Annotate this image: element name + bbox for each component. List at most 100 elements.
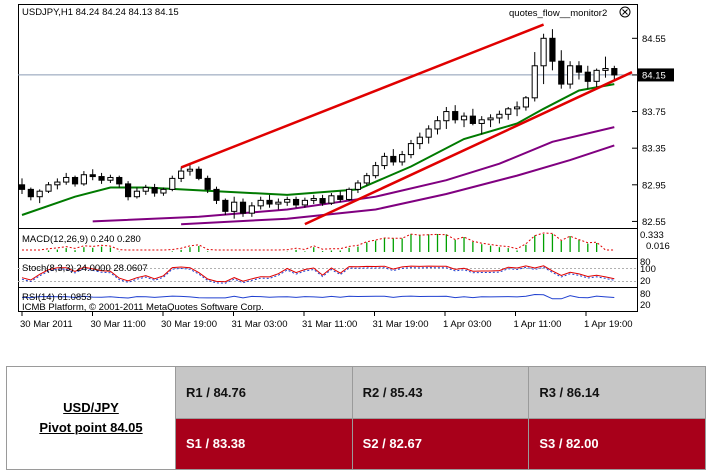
macd-label: MACD(12,26,9) 0.240 0.280 <box>22 234 141 245</box>
candle-body <box>372 165 379 177</box>
candle-body <box>522 97 530 108</box>
candle-body <box>425 128 432 138</box>
stoch-main-line <box>21 265 615 283</box>
candle-body <box>98 176 105 181</box>
candle-body <box>45 184 52 192</box>
candle-body <box>142 187 149 192</box>
time-tick-label: 31 Mar 03:00 <box>232 319 288 330</box>
candle-body <box>89 174 96 178</box>
candle-body <box>505 108 512 115</box>
candle-body <box>584 71 591 82</box>
candle-body <box>443 111 450 122</box>
candle-body <box>248 205 255 214</box>
candle-body <box>71 176 79 185</box>
trendline <box>180 23 545 169</box>
candle-body <box>54 181 61 186</box>
rsi-line <box>21 293 615 300</box>
rsi-label: RSI(14) 61.0853 <box>22 292 92 303</box>
current-price-label: 84.15 <box>642 70 666 81</box>
candle-body <box>452 111 459 121</box>
rsi-level-80-label: 80 <box>640 289 651 300</box>
candle-body <box>381 155 388 167</box>
candle-body <box>80 174 87 185</box>
candle-body <box>222 199 229 212</box>
indicator-name: quotes_flow__monitor2 <box>509 8 607 19</box>
candle-body <box>257 199 264 207</box>
candle-body <box>204 177 211 190</box>
time-tick-label: 1 Apr 11:00 <box>514 319 562 330</box>
candle-body <box>292 198 300 206</box>
candle-body <box>310 198 317 201</box>
candles <box>18 29 618 219</box>
candle-body <box>266 199 273 205</box>
stoch-level-20-label: 20 <box>640 276 651 287</box>
pair-cell: USD/JPY Pivot point 84.05 <box>6 366 176 470</box>
candle-body <box>319 198 326 204</box>
resistance-r3: R3 / 86.14 <box>528 366 706 419</box>
price-tick-label: 82.55 <box>642 217 666 228</box>
candle-body <box>116 176 123 185</box>
stoch-signal-line <box>21 266 615 284</box>
candle-body <box>549 37 556 62</box>
time-tick-label: 30 Mar 19:00 <box>161 319 217 330</box>
candle-body <box>390 155 397 163</box>
candle-body <box>434 120 441 130</box>
candle-body <box>133 190 141 198</box>
pivot-table: USD/JPY Pivot point 84.05 R1 / 84.76 R2 … <box>6 366 706 470</box>
candle-body <box>328 195 335 204</box>
support-s1: S1 / 83.38 <box>175 417 353 470</box>
resistance-r2: R2 / 85.43 <box>351 366 530 419</box>
candle-body <box>416 136 423 145</box>
macd-signal-line <box>22 232 615 251</box>
candle-body <box>407 143 415 156</box>
time-tick-label: 31 Mar 11:00 <box>302 319 357 330</box>
stoch-label: Stoch(8,3,3) 24.0000 28.0607 <box>22 263 148 274</box>
time-tick-label: 30 Mar 2011 <box>20 319 73 330</box>
candle-body <box>239 201 247 214</box>
candle-body <box>337 195 344 200</box>
macd-histogram <box>47 234 598 252</box>
candle-body <box>478 119 485 124</box>
candle-body <box>611 68 618 76</box>
candle-body <box>36 190 43 198</box>
candle-body <box>27 188 34 198</box>
time-tick-label: 1 Apr 03:00 <box>443 319 492 330</box>
support-s2: S2 / 82.67 <box>351 417 530 470</box>
candle-body <box>575 65 583 73</box>
macd-min-label: 0.016 <box>646 241 670 252</box>
candle-body <box>593 69 600 82</box>
macd-max-label: 0.333 <box>640 230 664 241</box>
candle-body <box>195 168 202 179</box>
price-tick-label: 83.75 <box>642 107 666 118</box>
candle-body <box>160 188 167 194</box>
resistance-row: USD/JPY Pivot point 84.05 R1 / 84.76 R2 … <box>6 366 706 470</box>
candle-body <box>558 60 565 85</box>
candle-body <box>513 106 521 110</box>
stoch-level-80-label: 80 <box>640 257 651 268</box>
candle-body <box>531 65 538 99</box>
time-tick-label: 31 Mar 19:00 <box>373 319 429 330</box>
price-tick-label: 84.55 <box>642 34 666 45</box>
support-row: S1 / 83.38 S2 / 82.67 S3 / 82.00 <box>7 417 706 470</box>
candle-body <box>186 168 194 172</box>
price-tick-label: 82.95 <box>642 180 666 191</box>
candle-body <box>124 183 132 198</box>
candle-body <box>399 154 406 163</box>
candle-body <box>231 201 238 212</box>
time-axis: 30 Mar 2011 30 Mar 11:00 30 Mar 19:00 31 Ma… <box>20 312 633 330</box>
candle-body <box>213 188 220 201</box>
current-price-box <box>638 68 674 82</box>
moving-average-line <box>92 126 615 223</box>
moving-average-line <box>181 144 615 226</box>
candle-body <box>567 65 574 85</box>
support-s3: S3 / 82.00 <box>528 417 706 470</box>
resistance-r1: R1 / 84.76 <box>175 366 353 419</box>
candle-body <box>18 184 26 190</box>
candle-body <box>284 198 291 203</box>
candle-body <box>178 170 185 179</box>
time-tick-label: 30 Mar 11:00 <box>91 319 146 330</box>
close-circle-icon[interactable] <box>619 6 631 18</box>
pivot-point: Pivot point 84.05 <box>39 420 143 435</box>
candle-body <box>151 187 158 194</box>
candle-body <box>602 68 609 71</box>
